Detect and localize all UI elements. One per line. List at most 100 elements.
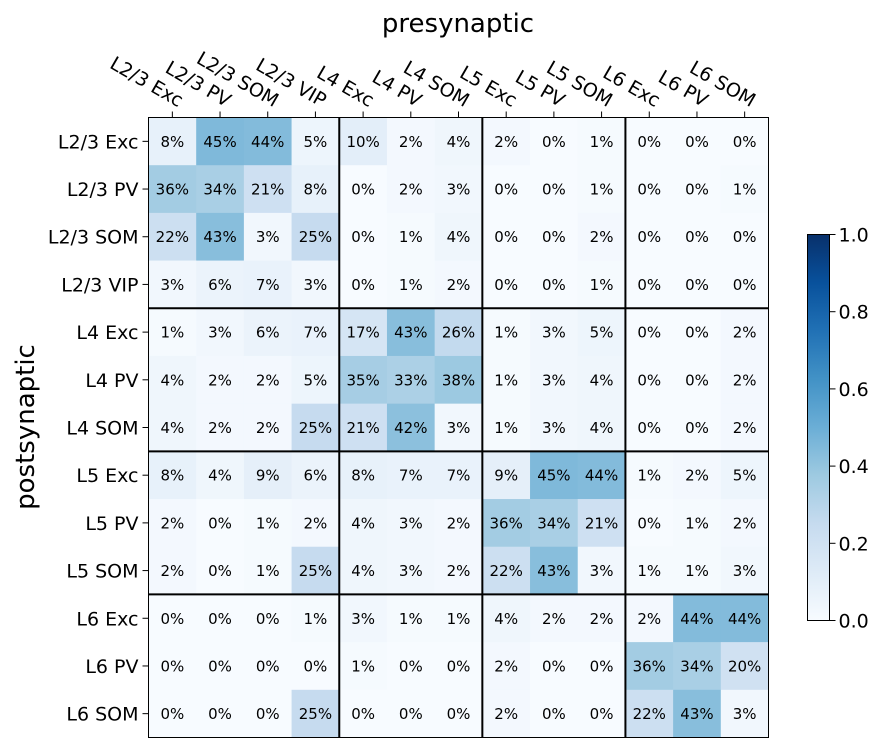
cell-value-label: 0% bbox=[637, 276, 661, 294]
heatmap-cell bbox=[386, 117, 436, 166]
heatmap-cell bbox=[148, 546, 197, 595]
cell-value-label: 1% bbox=[590, 276, 614, 294]
cell-value-label: 2% bbox=[494, 705, 518, 723]
cell-value-label: 2% bbox=[304, 514, 328, 532]
cell-value-label: 36% bbox=[633, 657, 666, 675]
heatmap-cell bbox=[625, 594, 674, 643]
heatmap-cell bbox=[482, 546, 531, 595]
cell-value-label: 4% bbox=[351, 562, 375, 580]
heatmap-cells bbox=[148, 117, 769, 738]
heatmap-cell bbox=[577, 355, 626, 405]
y-tick-label: L2/3 SOM bbox=[48, 227, 139, 249]
cell-value-label: 4% bbox=[208, 467, 232, 485]
cell-value-label: 2% bbox=[733, 324, 757, 342]
heatmap-cell bbox=[482, 260, 531, 309]
cell-value-label: 43% bbox=[680, 705, 713, 723]
cell-value-label: 43% bbox=[203, 228, 236, 246]
heatmap-cell bbox=[291, 642, 340, 691]
heatmap-cell bbox=[577, 451, 626, 500]
cell-value-label: 0% bbox=[208, 705, 232, 723]
cell-value-label: 0% bbox=[685, 181, 709, 199]
cell-value-label: 1% bbox=[256, 514, 280, 532]
cell-value-label: 34% bbox=[203, 181, 236, 199]
heatmap-cell bbox=[196, 117, 245, 166]
y-axis-ticks: L2/3 Exc L2/3 PV L2/3 SOM L2/3 VIP L4 Exc L4 … bbox=[48, 131, 149, 726]
heatmap-cell bbox=[577, 689, 626, 738]
cell-value-label: 1% bbox=[399, 228, 423, 246]
heatmap-cell bbox=[673, 165, 722, 214]
heatmap-cell bbox=[530, 642, 579, 691]
heatmap-cell bbox=[434, 117, 483, 166]
y-tick-label: L4 PV bbox=[85, 370, 138, 392]
cell-value-label: 2% bbox=[447, 276, 471, 294]
heatmap-cell bbox=[243, 594, 292, 643]
cell-value-label: 3% bbox=[399, 514, 423, 532]
cell-value-label: 42% bbox=[394, 419, 427, 437]
cell-value-label: 7% bbox=[304, 324, 328, 342]
heatmap-cell bbox=[482, 308, 531, 357]
cell-value-label: 0% bbox=[494, 228, 518, 246]
heatmap-cell bbox=[148, 212, 197, 261]
cell-value-label: 0% bbox=[160, 657, 184, 675]
y-tick-label: L6 SOM bbox=[66, 704, 138, 726]
heatmap-cell bbox=[196, 689, 245, 738]
heatmap-cell bbox=[196, 355, 245, 405]
heatmap-cell bbox=[148, 499, 197, 548]
heatmap-cell bbox=[386, 260, 436, 309]
colorbar-ticks: 0.0 0.2 0.4 0.6 0.8 1.0 bbox=[829, 225, 869, 633]
heatmap-cell bbox=[577, 546, 626, 595]
cell-value-label: 0% bbox=[685, 276, 709, 294]
heatmap-cell bbox=[148, 117, 197, 166]
heatmap-cell bbox=[148, 165, 197, 214]
cell-value-label: 44% bbox=[251, 133, 284, 151]
cell-value-label: 1% bbox=[494, 371, 518, 389]
heatmap-cell bbox=[386, 355, 436, 405]
heatmap-cell bbox=[291, 308, 340, 357]
cell-value-label: 6% bbox=[256, 324, 280, 342]
cell-value-label: 2% bbox=[494, 133, 518, 151]
heatmap-cell bbox=[530, 165, 579, 214]
cell-value-label: 0% bbox=[637, 371, 661, 389]
cell-value-label: 25% bbox=[299, 705, 332, 723]
heatmap-cell bbox=[482, 451, 531, 500]
cell-value-label: 34% bbox=[680, 657, 713, 675]
cell-value-label: 45% bbox=[537, 467, 570, 485]
cell-value-label: 44% bbox=[728, 610, 761, 628]
heatmap-cell bbox=[291, 355, 340, 405]
heatmap-cell bbox=[148, 594, 197, 643]
cell-value-label: 0% bbox=[304, 657, 328, 675]
cell-value-label: 0% bbox=[637, 181, 661, 199]
cell-value-label: 0% bbox=[351, 276, 375, 294]
cell-value-label: 3% bbox=[542, 419, 566, 437]
cell-value-label: 43% bbox=[394, 324, 427, 342]
cell-value-label: 0% bbox=[637, 228, 661, 246]
heatmap-cell bbox=[673, 260, 722, 309]
cell-value-label: 4% bbox=[590, 371, 614, 389]
y-tick-label: L5 Exc bbox=[76, 465, 138, 487]
heatmap-cell bbox=[339, 308, 388, 357]
cell-value-label: 0% bbox=[685, 324, 709, 342]
heatmap-cell bbox=[577, 260, 626, 309]
heatmap-cell bbox=[291, 689, 340, 738]
cell-value-label: 7% bbox=[256, 276, 280, 294]
heatmap-cell bbox=[339, 642, 388, 691]
cell-value-label: 4% bbox=[494, 610, 518, 628]
heatmap-cell bbox=[243, 642, 292, 691]
heatmap-cell bbox=[625, 642, 674, 691]
heatmap-cell bbox=[673, 594, 722, 643]
cell-value-label: 36% bbox=[156, 181, 189, 199]
cell-value-label: 4% bbox=[447, 228, 471, 246]
cell-value-label: 1% bbox=[637, 467, 661, 485]
cell-value-label: 0% bbox=[733, 276, 757, 294]
heatmap-cell bbox=[386, 212, 436, 261]
heatmap-cell bbox=[243, 451, 292, 500]
cell-value-label: 1% bbox=[351, 657, 375, 675]
heatmap-cell bbox=[434, 165, 483, 214]
heatmap-cell bbox=[530, 594, 579, 643]
cell-value-label: 1% bbox=[685, 562, 709, 580]
heatmap-cell bbox=[434, 546, 483, 595]
heatmap-cell bbox=[339, 355, 388, 405]
cell-value-label: 0% bbox=[637, 324, 661, 342]
heatmap-cell bbox=[386, 499, 436, 548]
heatmap-cell bbox=[482, 642, 531, 691]
